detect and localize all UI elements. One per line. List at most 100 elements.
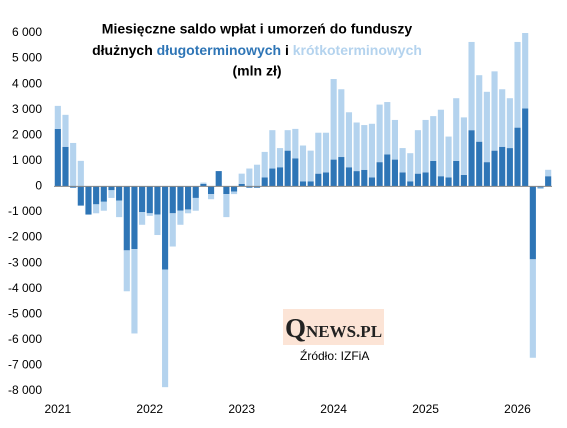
bar (139, 212, 146, 225)
bar (299, 181, 307, 187)
bar (292, 158, 299, 187)
bar (468, 130, 475, 187)
bar (85, 186, 92, 215)
bar (192, 186, 199, 198)
bar (399, 148, 406, 173)
bar (361, 169, 368, 187)
bar (230, 186, 238, 192)
logo: QNEWS.PL (283, 309, 384, 345)
bar (453, 98, 460, 161)
bar (407, 153, 414, 182)
x-tick-label: 2025 (412, 402, 439, 416)
bar (139, 186, 146, 212)
bar (169, 213, 176, 247)
bar (238, 183, 245, 187)
bar (162, 269, 169, 388)
y-tick-label: 3 000 (12, 102, 42, 116)
bar (338, 89, 345, 158)
bar (476, 75, 483, 142)
bar (353, 171, 360, 187)
bar (437, 176, 444, 187)
bar (77, 186, 84, 206)
bar (70, 142, 77, 187)
bar (215, 171, 222, 187)
bar (261, 177, 268, 187)
bar (322, 172, 330, 187)
bar (261, 151, 268, 178)
bar (376, 162, 383, 187)
bar (200, 182, 207, 184)
y-tick-label: -2 000 (8, 230, 42, 244)
bar (330, 79, 337, 160)
bar (491, 71, 498, 151)
bar (338, 157, 345, 187)
bar (169, 186, 176, 214)
bar (476, 141, 483, 187)
source: Źródło: IZFiA (300, 349, 370, 363)
bar (529, 259, 536, 358)
bar (284, 130, 291, 151)
y-tick-label: 5 000 (12, 51, 42, 65)
bar (545, 176, 552, 187)
bar (529, 186, 536, 260)
bar (70, 186, 77, 188)
bar (276, 148, 284, 168)
bar (253, 164, 261, 187)
x-tick-label: 2021 (44, 402, 71, 416)
bar (123, 250, 130, 292)
bar (430, 116, 437, 161)
bar (146, 213, 153, 216)
bar (162, 186, 169, 270)
legend-entry: długoterminowych (157, 42, 281, 58)
y-tick-label: -7 000 (8, 358, 42, 372)
bar (506, 98, 513, 149)
y-tick-label: -5 000 (8, 306, 42, 320)
chart-title: i (285, 42, 289, 58)
bar (269, 130, 276, 169)
bar (445, 136, 452, 178)
bar (407, 181, 414, 187)
chart-title: dłużnych długoterminowych i krótkotermin… (92, 42, 422, 58)
bar (437, 109, 444, 177)
chart-title: Miesięczne saldo wpłat i umorzeń do fund… (102, 21, 413, 37)
bar (200, 183, 207, 187)
bar (185, 209, 192, 214)
bar (522, 108, 529, 187)
bar (123, 186, 130, 251)
bar (238, 173, 245, 184)
bar (177, 210, 184, 225)
bar (307, 181, 314, 187)
bar (468, 41, 475, 131)
bar (353, 122, 360, 172)
bar (116, 186, 123, 201)
bar (391, 119, 399, 160)
bar (422, 119, 429, 173)
bar (54, 105, 61, 129)
bar (368, 123, 376, 178)
bar (514, 127, 521, 187)
bar (108, 190, 115, 198)
bar (177, 186, 184, 211)
bar (146, 186, 153, 214)
bar (430, 160, 437, 187)
bar (100, 201, 107, 211)
y-tick-label: -3 000 (8, 255, 42, 269)
bar (223, 186, 230, 195)
bar (376, 104, 383, 163)
bar (499, 146, 506, 187)
bar (185, 186, 192, 210)
bar (460, 117, 467, 175)
bar (514, 41, 521, 128)
bar (414, 173, 421, 187)
bar (292, 128, 299, 159)
x-tick-label: 2023 (228, 402, 255, 416)
bar (414, 130, 421, 174)
x-tick-label: 2022 (136, 402, 163, 416)
bar (499, 89, 506, 147)
bar (330, 159, 337, 187)
bar (399, 172, 406, 187)
x-tick-label: 2024 (320, 402, 347, 416)
bar (299, 145, 307, 182)
